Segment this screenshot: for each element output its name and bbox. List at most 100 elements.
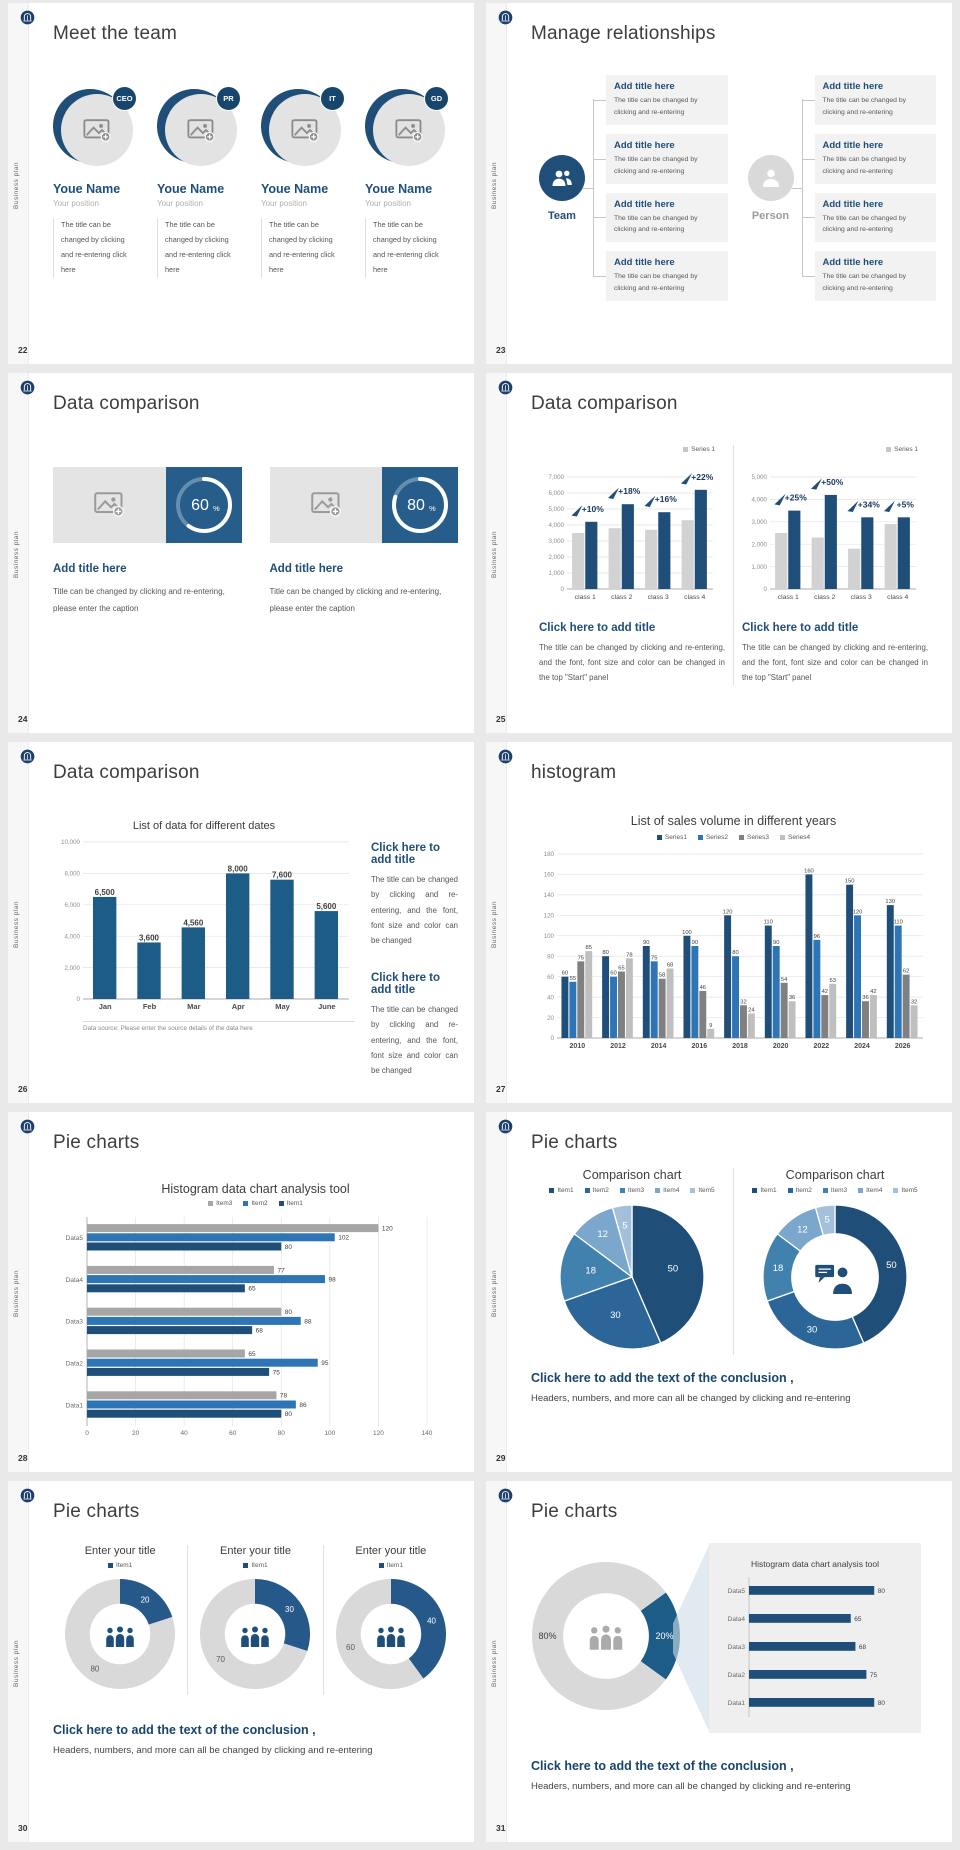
svg-text:110: 110 bbox=[894, 920, 903, 926]
svg-text:May: May bbox=[275, 1002, 290, 1011]
svg-text:2026: 2026 bbox=[895, 1043, 911, 1050]
chart-legend: Series1 Series2 Series3 Series4 bbox=[531, 832, 936, 842]
svg-text:24: 24 bbox=[748, 1008, 755, 1014]
svg-text:68: 68 bbox=[256, 1327, 264, 1334]
conclusion-sub: Headers, numbers, and more can all be ch… bbox=[531, 1392, 851, 1404]
svg-text:88: 88 bbox=[304, 1318, 312, 1325]
svg-text:20%: 20% bbox=[655, 1631, 673, 1641]
info-card: Add title here The title can be changed b… bbox=[801, 133, 936, 184]
slide-29[interactable]: 29 Business plan Pie charts Comparison c… bbox=[486, 1111, 952, 1473]
slide-content: Meet the team CEO Youe Name Your positio… bbox=[29, 3, 474, 364]
slide-content: Pie charts Enter your title Item1 20 80 E… bbox=[29, 1481, 474, 1842]
chart-title: Enter your title bbox=[220, 1545, 291, 1558]
conclusion: Click here to add the text of the conclu… bbox=[53, 1721, 458, 1756]
svg-text:75: 75 bbox=[651, 956, 657, 962]
card-title: Add title here bbox=[614, 198, 675, 210]
svg-text:50: 50 bbox=[886, 1260, 897, 1271]
slide-number: 27 bbox=[496, 1083, 506, 1094]
slide-content: Pie charts Comparison chart Item1 Item2 It… bbox=[507, 1112, 952, 1473]
svg-text:2016: 2016 bbox=[692, 1043, 708, 1050]
vertical-brand: Business plan bbox=[13, 1270, 20, 1318]
svg-text:102: 102 bbox=[338, 1234, 349, 1241]
card-title: Add title here bbox=[614, 257, 675, 269]
svg-text:6,000: 6,000 bbox=[65, 902, 81, 909]
svg-text:Data4: Data4 bbox=[728, 1617, 746, 1624]
svg-text:80: 80 bbox=[285, 1309, 293, 1316]
card-title: Add title here bbox=[822, 198, 884, 210]
slide-24[interactable]: 24 Business plan Data comparison 60 % Ad… bbox=[8, 372, 474, 734]
slide-rail: Business plan bbox=[486, 3, 507, 364]
svg-text:62: 62 bbox=[903, 969, 909, 975]
percent-ring: 60 % bbox=[165, 466, 242, 543]
slide-27[interactable]: 27 Business plan histogram List of sales… bbox=[486, 742, 952, 1103]
school-crest-icon bbox=[20, 10, 35, 25]
svg-text:4,000: 4,000 bbox=[65, 934, 81, 941]
svg-text:4,560: 4,560 bbox=[183, 919, 204, 928]
member-name: Youe Name bbox=[261, 182, 329, 196]
donut-block: Enter your title Item1 20 80 bbox=[53, 1545, 187, 1695]
slide-rail: Business plan bbox=[8, 742, 29, 1103]
slide-30[interactable]: 30 Business plan Pie charts Enter your t… bbox=[8, 1481, 474, 1842]
svg-text:78: 78 bbox=[626, 952, 632, 958]
slide-number: 23 bbox=[496, 344, 506, 355]
vertical-brand: Business plan bbox=[13, 1640, 20, 1688]
slide-26[interactable]: 26 Business plan Data comparison List of… bbox=[8, 742, 474, 1103]
svg-text:60: 60 bbox=[191, 497, 209, 514]
bar-panel: Histogram data chart analysis tool Data1… bbox=[709, 1543, 921, 1734]
svg-text:100: 100 bbox=[544, 933, 555, 940]
vertical-brand: Business plan bbox=[13, 900, 20, 948]
school-crest-icon bbox=[498, 380, 513, 394]
svg-text:80: 80 bbox=[602, 950, 608, 956]
card-body: The title can be changed by clicking and… bbox=[822, 273, 907, 293]
percent-ring: 80 % bbox=[382, 466, 458, 543]
donut-svg: 40 60 bbox=[335, 1578, 447, 1695]
card-list: Add title here The title can be changed b… bbox=[593, 75, 728, 302]
conclusion: Click here to add the text of the conclu… bbox=[531, 1369, 936, 1404]
svg-text:77: 77 bbox=[278, 1267, 286, 1274]
media-block: 80 % bbox=[269, 466, 458, 543]
svg-text:20: 20 bbox=[132, 1430, 140, 1437]
card-list: Add title here The title can be changed b… bbox=[801, 75, 936, 302]
donut-block: Enter your title Item1 30 70 bbox=[187, 1545, 322, 1696]
svg-text:June: June bbox=[318, 1002, 336, 1011]
slide-31[interactable]: 31 Business plan Pie charts 20% 80% Histo… bbox=[486, 1481, 952, 1842]
slide-28[interactable]: 28 Business plan Pie charts Histogram da… bbox=[8, 1111, 474, 1473]
slide-rail: Business plan bbox=[486, 1481, 507, 1842]
pie-block: Comparison chart Item1 Item2 Item3 Item4 Ite… bbox=[733, 1167, 936, 1355]
svg-text:36: 36 bbox=[789, 995, 795, 1001]
person-branch: Person Add title here The title can be ch… bbox=[740, 75, 936, 302]
svg-text:80: 80 bbox=[278, 1430, 286, 1437]
card-title: Add title here bbox=[614, 81, 675, 92]
svg-text:60: 60 bbox=[547, 974, 554, 981]
svg-text:160: 160 bbox=[544, 872, 555, 879]
svg-text:80: 80 bbox=[732, 950, 738, 956]
slide-22[interactable]: 22 Business plan Meet the team CEO Youe … bbox=[8, 3, 474, 364]
chart-block: List of data for different dates 0 2,000 4… bbox=[53, 808, 355, 1078]
slide-number: 31 bbox=[496, 1823, 506, 1833]
slide-rail: Business plan bbox=[8, 3, 29, 364]
svg-text:90: 90 bbox=[643, 940, 649, 946]
card-body: The title can be changed by clicking and… bbox=[614, 97, 698, 116]
svg-text:class 4: class 4 bbox=[887, 594, 908, 601]
donut-chart: 20% 80% bbox=[531, 1561, 681, 1716]
svg-text:1,000: 1,000 bbox=[549, 570, 565, 577]
slide-rail: Business plan bbox=[8, 1111, 29, 1473]
block-heading: Click here to add title bbox=[371, 972, 441, 997]
svg-text:32: 32 bbox=[911, 999, 917, 1005]
svg-text:class 2: class 2 bbox=[611, 594, 632, 601]
svg-text:100: 100 bbox=[324, 1430, 335, 1437]
comparison-item: 60 % Add title here Title can be changed… bbox=[53, 466, 242, 617]
photo-placeholder bbox=[269, 466, 382, 543]
conclusion-sub: Headers, numbers, and more can all be ch… bbox=[53, 1745, 373, 1757]
donut-svg: 50 30 18 12 5 bbox=[762, 1204, 908, 1355]
photo-placeholder bbox=[53, 466, 166, 543]
svg-text:150: 150 bbox=[845, 879, 855, 885]
avatar: PR bbox=[157, 86, 241, 169]
slide-23[interactable]: 23 Business plan Manage relationships Te… bbox=[486, 3, 952, 364]
member-position: Your position bbox=[157, 199, 203, 208]
member-desc: The title can be changed by clicking and… bbox=[261, 218, 345, 278]
chart-title: Comparison chart bbox=[785, 1167, 885, 1182]
slide-25[interactable]: 25 Business plan Data comparison Series … bbox=[486, 372, 952, 734]
page-title: Data comparison bbox=[531, 392, 678, 414]
svg-text:class 3: class 3 bbox=[851, 594, 872, 601]
